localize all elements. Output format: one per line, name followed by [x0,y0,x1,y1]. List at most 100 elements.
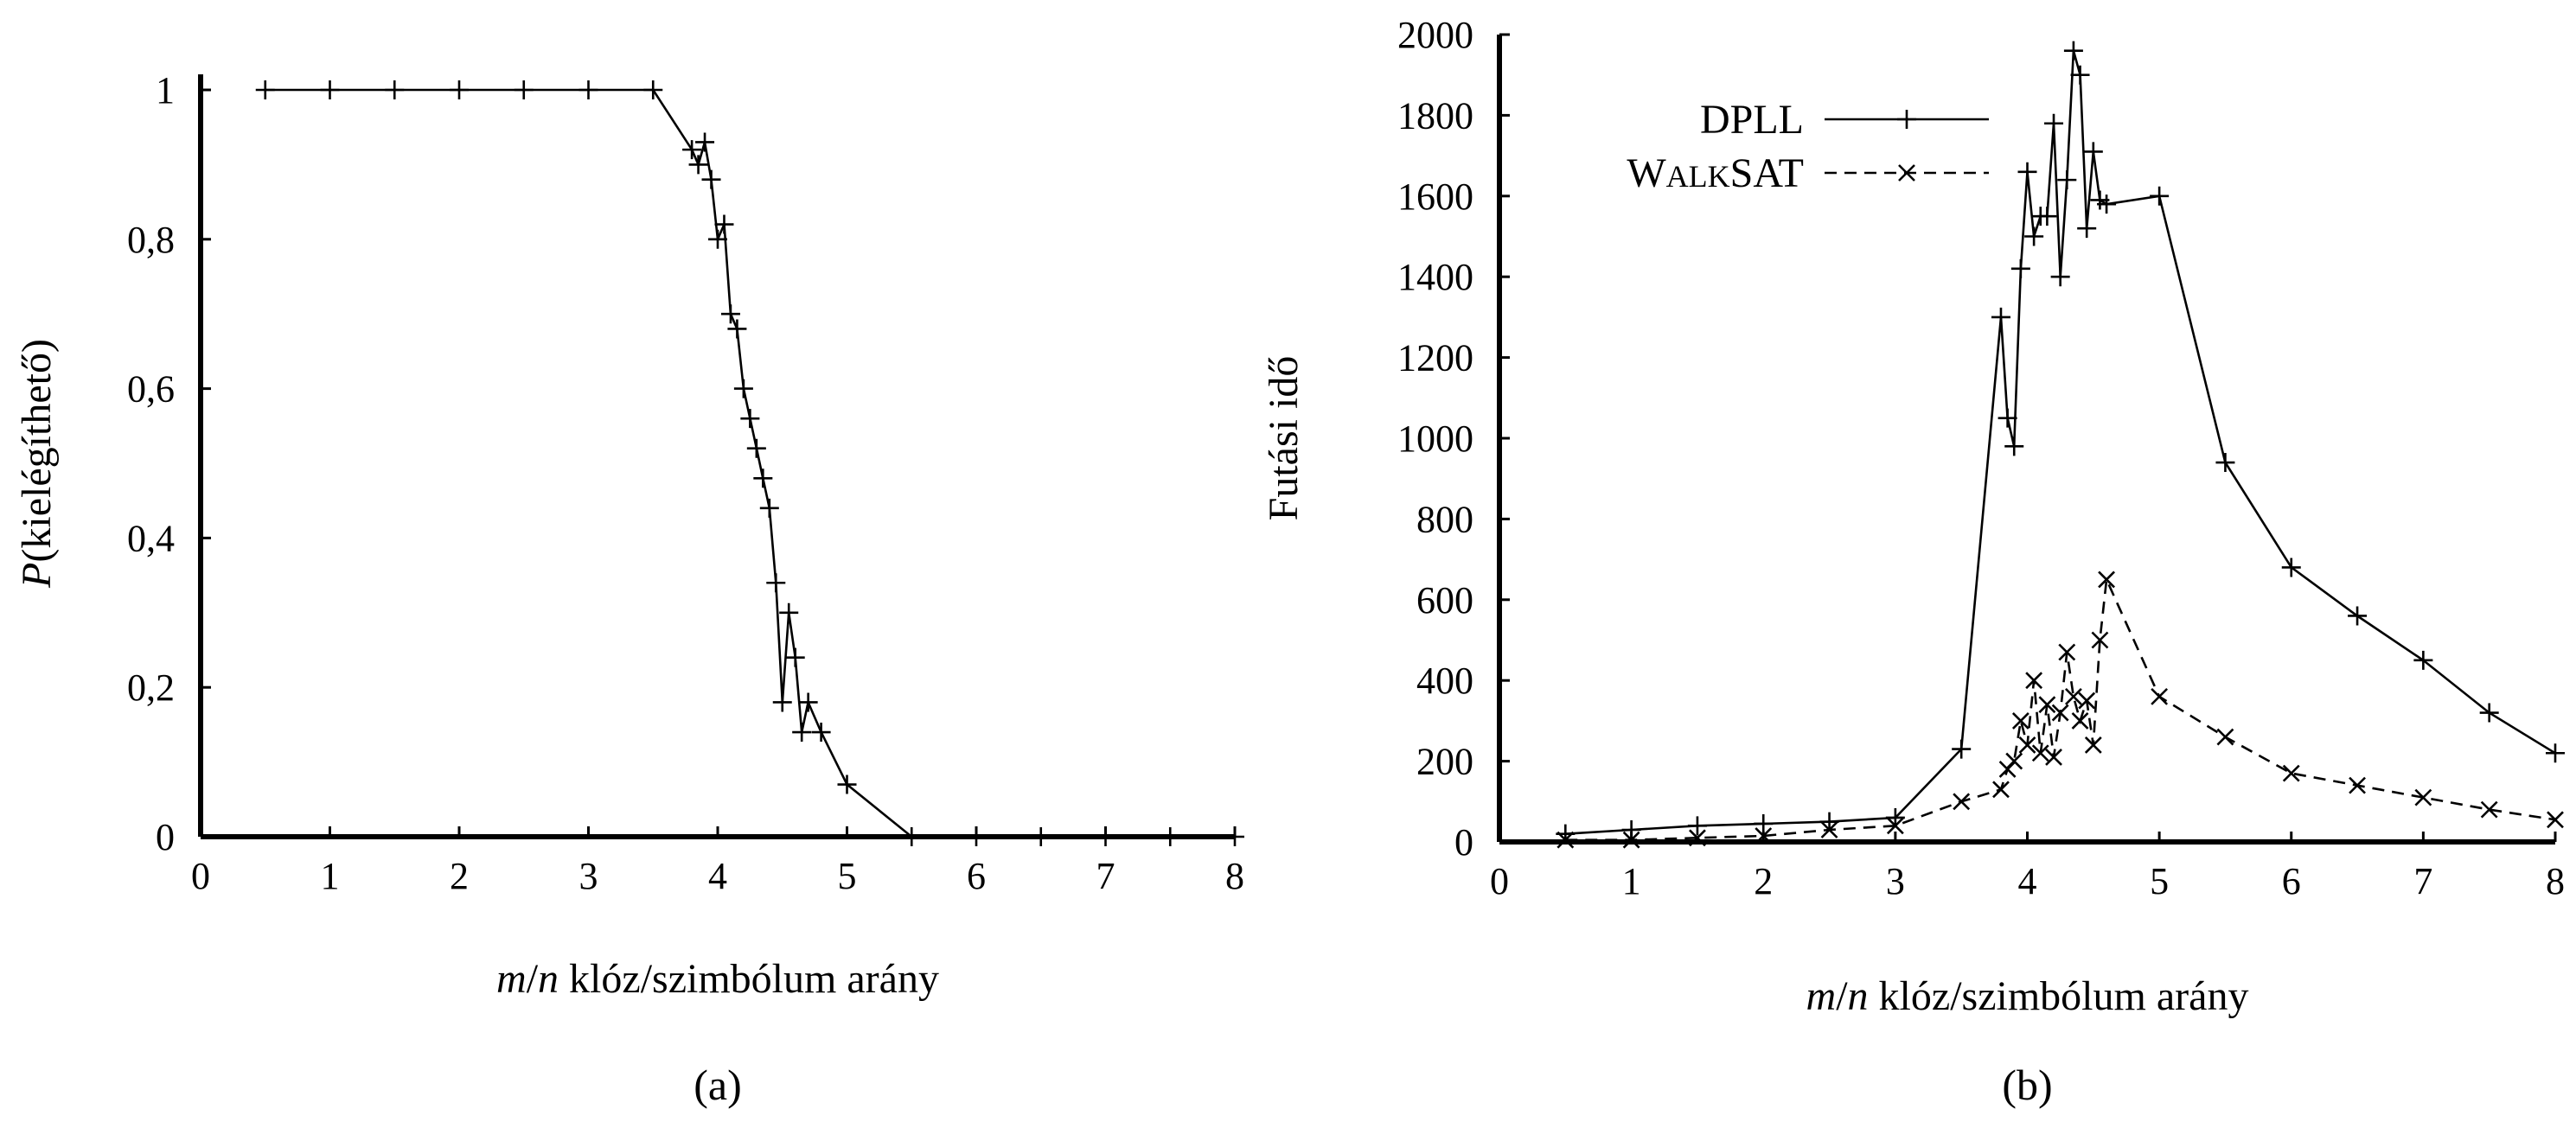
data-point-cross [2071,711,2089,730]
chart-panel-b: 0 1 2 3 4 5 6 7 8 0 200 400 600 800 1000 1200 1400 1600 18… [1261,14,2565,1109]
legend-label-part: ALK [1666,159,1730,194]
data-point-plus [2057,170,2077,190]
data-point-plus [967,827,986,846]
data-point-cross [2091,631,2109,649]
y-tick-label: 1600 [1397,175,1473,218]
data-point-plus [2281,558,2301,577]
data-point-plus [2479,703,2499,723]
data-point-plus [2150,186,2170,206]
data-point-plus [2413,650,2433,670]
legend-label: WALKSAT [1627,150,1804,196]
legend-swatch-marker [1897,110,1916,129]
data-point-plus [450,80,469,99]
data-point-cross [2349,776,2366,794]
data-point-plus [779,602,799,622]
y-tick-label: 600 [1416,579,1473,621]
data-point-plus [2215,453,2235,473]
y-tick-label: 200 [1416,741,1473,783]
data-point-plus [578,80,598,99]
data-point-cross [1886,817,1904,835]
data-point-cross [2414,788,2432,806]
data-point-cross [1689,829,1706,847]
data-point-cross [2065,687,2082,705]
data-point-cross [2051,704,2069,722]
data-point-cross [2216,728,2234,746]
data-point-plus [837,774,857,794]
y-axis-title: P(kielégíthető) [14,339,60,589]
panel-caption: (b) [2002,1061,2052,1109]
data-point-plus [785,647,805,667]
data-point-plus [2546,743,2565,763]
data-point-plus [792,723,812,743]
legend-label-part: SAT [1730,150,1804,196]
data-point-plus [2077,219,2097,239]
series-line-0 [265,88,1235,838]
data-point-plus [2037,207,2057,226]
x-tick-label: 1 [1622,860,1641,902]
data-point-plus [320,80,340,99]
x-tick-label: 6 [967,855,986,897]
data-point-plus [1096,827,1115,846]
y-axis-title-part: P [14,563,60,589]
x-axis-title-part: klóz/szimbólum arány [1869,973,2249,1019]
data-point-plus [2017,162,2037,182]
data-point-cross [2011,711,2029,730]
data-point-plus [1225,827,1244,846]
data-point-plus [902,827,922,846]
data-point-plus [708,229,727,249]
y-tick-label: 400 [1416,660,1473,702]
y-tick-label: 1800 [1397,94,1473,137]
y-tick-label: 1200 [1397,337,1473,379]
data-point-plus [727,319,747,339]
y-tick-label: 0,6 [127,368,175,411]
data-point-cross [1622,831,1640,849]
data-point-plus [1160,827,1180,846]
x-tick-label: 8 [2546,860,2565,902]
data-point-cross [2547,811,2564,829]
x-tick-label: 7 [1096,855,1115,897]
y-axis-title: Futási idő [1261,356,1307,521]
data-point-cross [1820,821,1838,838]
y-tick-label: 2000 [1397,14,1473,56]
data-point-plus [733,379,753,398]
x-tick-label: 3 [579,855,598,897]
data-point-cross [1953,793,1971,811]
data-point-plus [1952,739,1972,759]
x-axis-title: m/n klóz/szimbólum arány [1806,973,2249,1019]
y-tick-label: 0 [156,816,175,858]
data-point-cross [2084,736,2102,754]
y-tick-label: 1400 [1397,256,1473,298]
data-point-plus [2010,258,2030,278]
data-point-cross [2031,744,2049,762]
data-point-plus [2083,142,2103,162]
x-tick-label: 2 [450,855,469,897]
data-point-cross [1992,781,2010,799]
y-tick-label: 1000 [1397,418,1473,460]
data-point-cross [2005,752,2023,770]
data-point-cross [2025,672,2043,690]
data-point-plus [2097,194,2117,214]
panel-caption: (a) [694,1061,742,1109]
data-point-cross [2058,643,2076,661]
y-tick-label: 0,8 [127,219,175,261]
y-tick-label: 1 [156,69,175,112]
x-axis-title-part: n [538,956,559,1002]
x-tick-label: 8 [1225,855,1244,897]
x-tick-label: 4 [2018,860,2037,902]
data-point-plus [2348,606,2368,626]
data-point-plus [255,80,275,99]
data-point-cross [2018,736,2036,754]
x-tick-label: 3 [1886,860,1905,902]
data-point-plus [720,304,740,324]
chart-panel-a: 0 1 2 3 4 5 6 7 8 0 0,2 0,4 0,6 0,8 1 m/n klóz/szimbólu… [14,69,1244,1109]
x-tick-label: 5 [838,855,857,897]
x-tick-label: 7 [2413,860,2432,902]
data-point-plus [514,80,534,99]
x-axis-title-part: m [1806,973,1837,1019]
data-point-cross [2480,800,2498,819]
x-tick-label: 6 [2282,860,2301,902]
x-tick-label: 0 [1490,860,1509,902]
data-point-plus [2044,113,2064,133]
x-axis-title: m/n klóz/szimbólum arány [496,956,939,1002]
y-tick-label: 0,4 [127,517,175,559]
